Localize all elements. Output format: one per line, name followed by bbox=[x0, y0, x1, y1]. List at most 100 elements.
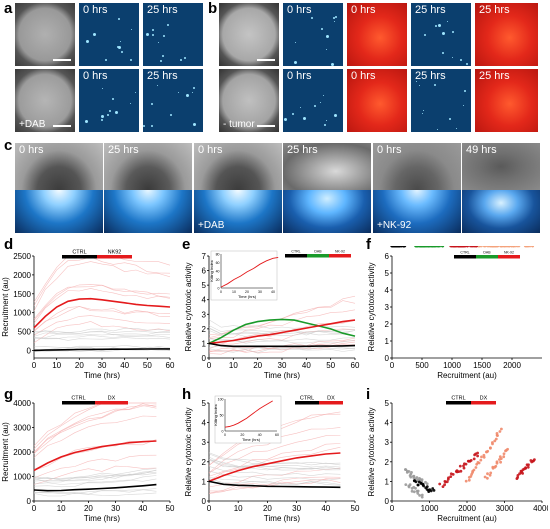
scatter-point bbox=[508, 246, 511, 248]
inset-y-tick-label: 100 bbox=[218, 398, 224, 402]
time-label: 25 hrs bbox=[415, 4, 446, 16]
x-tick-label: 60 bbox=[351, 361, 360, 370]
cell-dot bbox=[146, 33, 149, 36]
inset-x-tick-label: 20 bbox=[240, 433, 244, 437]
x-tick-label: 0 bbox=[32, 504, 37, 513]
cell-dot bbox=[180, 59, 182, 61]
scatter-point bbox=[416, 489, 420, 493]
time-label: 0 hrs bbox=[19, 144, 44, 156]
y-tick-label: 3 bbox=[202, 310, 207, 319]
scatter-point bbox=[491, 465, 495, 469]
scale-bar bbox=[53, 59, 71, 61]
x-tick-label: 30 bbox=[111, 504, 120, 513]
red-fluorescence-image-b1: 0 hrs bbox=[347, 3, 407, 66]
faint-trace bbox=[33, 284, 171, 320]
scale-bar bbox=[257, 59, 275, 61]
panel-label-h: h bbox=[182, 386, 192, 403]
cell-dot bbox=[86, 40, 89, 43]
faint-trace bbox=[208, 309, 356, 339]
legend-swatch bbox=[62, 255, 97, 259]
cell-dot bbox=[101, 115, 104, 118]
cell-dot bbox=[303, 117, 306, 120]
time-label: 25 hrs bbox=[147, 4, 178, 16]
scatter-point bbox=[480, 455, 483, 459]
cell-dot bbox=[107, 114, 109, 116]
time-label: 0 hrs bbox=[287, 4, 312, 16]
cell-dot bbox=[314, 105, 316, 107]
faint-trace bbox=[33, 403, 157, 454]
x-tick-label: 0 bbox=[390, 361, 395, 370]
faint-trace bbox=[33, 330, 171, 337]
scatter-point bbox=[495, 432, 499, 435]
faint-trace bbox=[33, 489, 157, 494]
cell-dot bbox=[320, 102, 321, 103]
cell-dot bbox=[331, 63, 334, 66]
cell-dot bbox=[105, 59, 107, 61]
scatter-point bbox=[499, 457, 503, 460]
faint-trace bbox=[33, 475, 157, 485]
legend-swatch bbox=[329, 254, 351, 258]
x-tick-label: 0 bbox=[207, 361, 212, 370]
scatter-point bbox=[443, 480, 447, 483]
cell-dot bbox=[109, 110, 111, 112]
cell-dot bbox=[300, 107, 301, 108]
cell-dot bbox=[334, 114, 337, 117]
y-tick-label: 0 bbox=[27, 346, 32, 355]
scatter-point bbox=[477, 246, 481, 248]
scatter-point bbox=[531, 246, 535, 248]
cell-dot bbox=[186, 94, 189, 97]
scatter-point bbox=[489, 471, 493, 475]
y-tick-label: 2 bbox=[385, 458, 390, 467]
scatter-point bbox=[527, 463, 530, 467]
cell-dot bbox=[162, 55, 164, 57]
scatter-point bbox=[416, 483, 420, 487]
x-tick-label: 10 bbox=[57, 504, 66, 513]
inset-line bbox=[220, 256, 279, 288]
scatter-point bbox=[495, 460, 499, 464]
inset-y-tick-label: 0 bbox=[222, 430, 224, 434]
scatter-point bbox=[445, 480, 449, 484]
y-axis-label: Recruitment (au) bbox=[1, 277, 10, 337]
scatter-point bbox=[421, 246, 425, 248]
y-tick-label: 2 bbox=[385, 320, 390, 329]
y-tick-label: 3000 bbox=[13, 424, 31, 433]
x-tick-label: 60 bbox=[166, 361, 175, 370]
x-tick-label: 40 bbox=[138, 504, 147, 513]
scatter-point bbox=[483, 475, 487, 479]
legend-label: NK-92 bbox=[335, 250, 345, 254]
organoid-image-c5: 0 hrs +NK-92 bbox=[373, 143, 461, 233]
scatter-point bbox=[432, 489, 436, 492]
x-tick-label: 0 bbox=[32, 361, 37, 370]
scatter-point bbox=[405, 471, 409, 474]
faint-trace bbox=[33, 404, 157, 454]
faint-trace bbox=[208, 478, 341, 486]
legend-swatch bbox=[498, 255, 520, 259]
scatter-point bbox=[476, 451, 479, 455]
faint-trace bbox=[33, 471, 157, 482]
x-tick-label: 20 bbox=[75, 361, 84, 370]
time-label: 0 hrs bbox=[83, 70, 108, 82]
scatter-point bbox=[451, 473, 455, 476]
y-tick-label: 6 bbox=[385, 252, 390, 261]
scatter-point bbox=[500, 246, 503, 248]
inset-x-tick-label: 40 bbox=[258, 433, 262, 437]
scatter-point bbox=[486, 472, 489, 476]
organoid-image-c2: 25 hrs bbox=[104, 143, 192, 233]
cell-dot bbox=[101, 119, 103, 121]
faint-trace bbox=[208, 348, 356, 354]
scatter-point bbox=[496, 246, 499, 248]
inset-y-tick-label: 80 bbox=[216, 253, 220, 257]
scatter-point bbox=[414, 486, 417, 490]
series-line-0 bbox=[33, 440, 157, 472]
scatter-point bbox=[428, 488, 432, 491]
faint-trace bbox=[208, 452, 341, 466]
legend-swatch bbox=[295, 401, 319, 405]
cell-dot bbox=[120, 41, 121, 42]
time-label: 25 hrs bbox=[108, 144, 139, 156]
scatter-point bbox=[474, 466, 478, 469]
scatter-point bbox=[462, 466, 466, 470]
scatter-point bbox=[446, 477, 450, 481]
legend-label: CTRL bbox=[300, 396, 314, 402]
x-tick-label: 50 bbox=[143, 361, 152, 370]
x-tick-label: 30 bbox=[278, 361, 287, 370]
